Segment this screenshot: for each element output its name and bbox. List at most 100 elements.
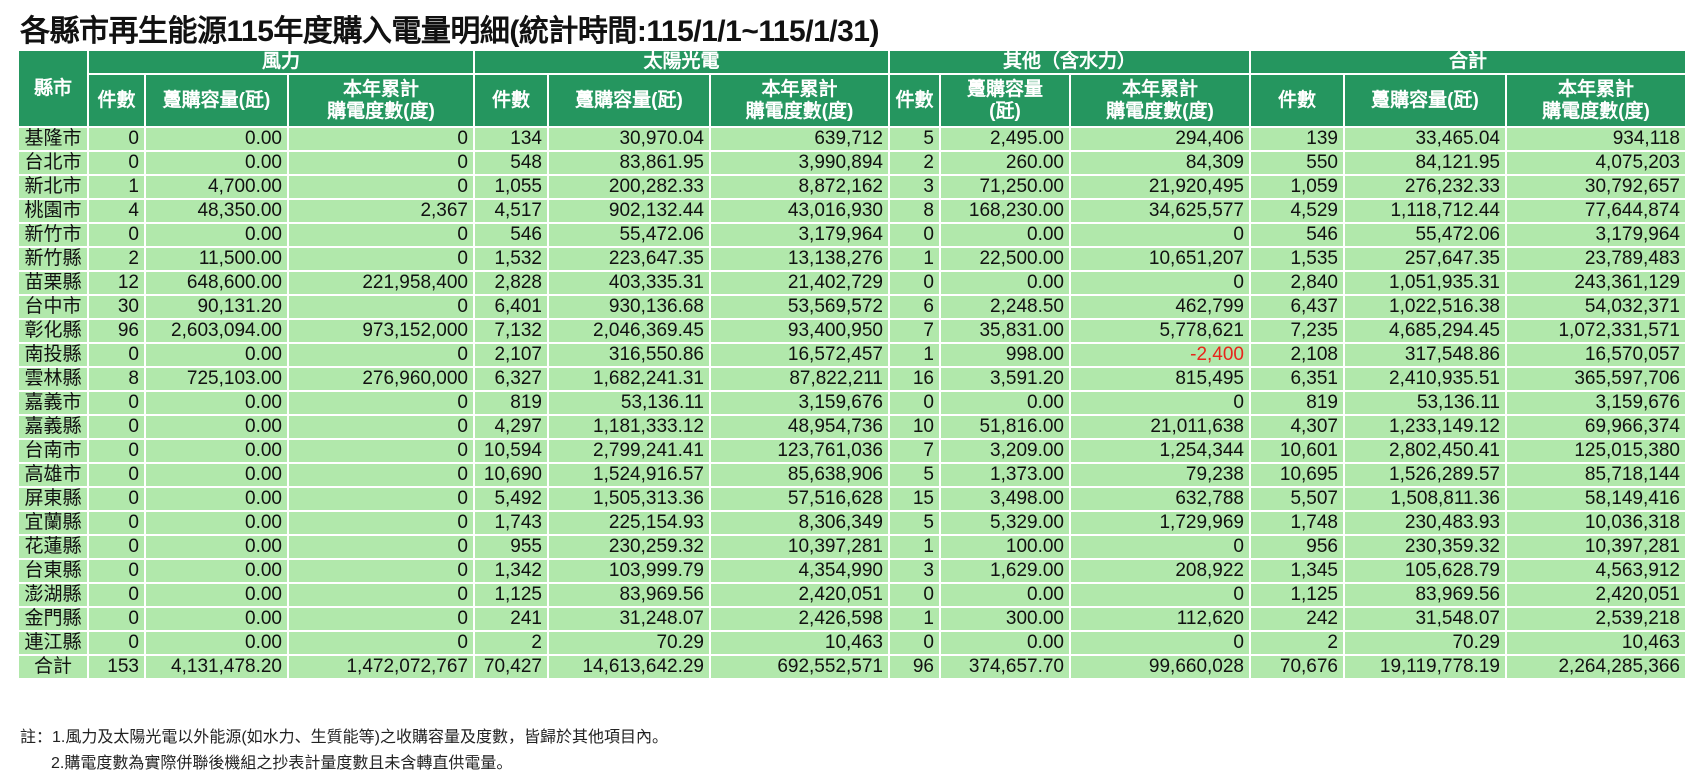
cell-wind-energy: 1,472,072,767 <box>287 654 475 680</box>
cell-other-energy: -2,400 <box>1069 342 1251 368</box>
cell-wind-count: 153 <box>87 654 146 680</box>
cell-solar-energy: 2,426,598 <box>709 606 890 632</box>
cell-other-energy: 21,920,495 <box>1069 174 1251 200</box>
cell-wind-capacity: 0.00 <box>144 342 289 368</box>
cell-other-energy: 99,660,028 <box>1069 654 1251 680</box>
cell-solar-count: 10,594 <box>473 438 549 464</box>
cell-wind-capacity: 0.00 <box>144 534 289 560</box>
cell-solar-capacity: 14,613,642.29 <box>547 654 711 680</box>
cell-total-energy: 2,539,218 <box>1505 606 1687 632</box>
header-capacity: 躉購容量(瓩) <box>547 73 711 128</box>
table-row: 新竹市 0 0.00 0 546 55,472.06 3,179,964 0 0.00 0 546 5… <box>17 222 1687 248</box>
cell-city: 台北市 <box>17 150 89 176</box>
cell-total-energy: 85,718,144 <box>1505 462 1687 488</box>
cell-wind-count: 0 <box>87 390 146 416</box>
cell-wind-count: 96 <box>87 318 146 344</box>
cell-solar-energy: 10,463 <box>709 630 890 656</box>
cell-other-count: 7 <box>888 318 941 344</box>
cell-solar-capacity: 70.29 <box>547 630 711 656</box>
cell-other-count: 2 <box>888 150 941 176</box>
cell-other-energy: 208,922 <box>1069 558 1251 584</box>
cell-solar-capacity: 223,647.35 <box>547 246 711 272</box>
table-body: 基隆市 0 0.00 0 134 30,970.04 639,712 5 2,495.00 294… <box>17 126 1687 680</box>
cell-total-count: 546 <box>1249 222 1345 248</box>
cell-total-count: 7,235 <box>1249 318 1345 344</box>
cell-other-capacity: 0.00 <box>939 222 1071 248</box>
cell-other-energy: 294,406 <box>1069 126 1251 152</box>
cell-wind-count: 0 <box>87 630 146 656</box>
cell-wind-energy: 0 <box>287 294 475 320</box>
cell-city: 連江縣 <box>17 630 89 656</box>
header-group-total: 合計 <box>1249 49 1687 75</box>
cell-wind-energy: 0 <box>287 558 475 584</box>
cell-other-capacity: 3,498.00 <box>939 486 1071 512</box>
table-row: 台東縣 0 0.00 0 1,342 103,999.79 4,354,990 3 1,629.… <box>17 558 1687 584</box>
cell-wind-capacity: 0.00 <box>144 462 289 488</box>
cell-total-energy: 4,075,203 <box>1505 150 1687 176</box>
cell-solar-count: 546 <box>473 222 549 248</box>
cell-solar-capacity: 230,259.32 <box>547 534 711 560</box>
cell-total-energy: 10,397,281 <box>1505 534 1687 560</box>
cell-total-energy: 58,149,416 <box>1505 486 1687 512</box>
cell-total-count: 956 <box>1249 534 1345 560</box>
cell-wind-count: 0 <box>87 342 146 368</box>
cell-total-count: 550 <box>1249 150 1345 176</box>
cell-wind-capacity: 648,600.00 <box>144 270 289 296</box>
cell-wind-count: 12 <box>87 270 146 296</box>
cell-wind-count: 0 <box>87 510 146 536</box>
cell-total-count: 10,695 <box>1249 462 1345 488</box>
cell-other-energy: 0 <box>1069 270 1251 296</box>
cell-other-count: 5 <box>888 126 941 152</box>
cell-other-energy: 0 <box>1069 222 1251 248</box>
header-count: 件數 <box>473 73 549 128</box>
cell-wind-capacity: 2,603,094.00 <box>144 318 289 344</box>
cell-wind-count: 0 <box>87 558 146 584</box>
cell-wind-energy: 0 <box>287 486 475 512</box>
cell-other-count: 1 <box>888 246 941 272</box>
cell-solar-energy: 10,397,281 <box>709 534 890 560</box>
cell-total-capacity: 1,526,289.57 <box>1343 462 1507 488</box>
cell-other-energy: 632,788 <box>1069 486 1251 512</box>
table-row: 宜蘭縣 0 0.00 0 1,743 225,154.93 8,306,349 5 5,329.… <box>17 510 1687 536</box>
cell-solar-count: 1,532 <box>473 246 549 272</box>
cell-other-count: 0 <box>888 390 941 416</box>
cell-wind-count: 2 <box>87 246 146 272</box>
cell-solar-energy: 4,354,990 <box>709 558 890 584</box>
cell-solar-capacity: 902,132.44 <box>547 198 711 224</box>
cell-total-energy: 10,463 <box>1505 630 1687 656</box>
cell-wind-capacity: 0.00 <box>144 222 289 248</box>
cell-other-capacity: 2,248.50 <box>939 294 1071 320</box>
purchase-table: 縣市 風力 太陽光電 其他（含水力） 合計 件數 躉購容量(瓩) 本年累計 購電度… <box>17 49 1687 680</box>
cell-wind-count: 0 <box>87 438 146 464</box>
cell-solar-energy: 3,990,894 <box>709 150 890 176</box>
cell-other-count: 0 <box>888 270 941 296</box>
header-energy-line2: 購電度數(度) <box>327 100 435 122</box>
cell-wind-energy: 0 <box>287 534 475 560</box>
table-row: 台中市 30 90,131.20 0 6,401 930,136.68 53,569,572… <box>17 294 1687 320</box>
cell-solar-count: 241 <box>473 606 549 632</box>
table-row: 花蓮縣 0 0.00 0 955 230,259.32 10,397,281 1 100.00 0… <box>17 534 1687 560</box>
cell-total-count: 1,059 <box>1249 174 1345 200</box>
header-energy-line2: 購電度數(度) <box>1106 100 1214 122</box>
cell-other-count: 96 <box>888 654 941 680</box>
cell-wind-capacity: 0.00 <box>144 414 289 440</box>
cell-total-energy: 77,644,874 <box>1505 198 1687 224</box>
cell-total-energy: 69,966,374 <box>1505 414 1687 440</box>
cell-solar-energy: 21,402,729 <box>709 270 890 296</box>
cell-total-energy: 30,792,657 <box>1505 174 1687 200</box>
cell-solar-count: 1,743 <box>473 510 549 536</box>
cell-solar-capacity: 1,524,916.57 <box>547 462 711 488</box>
cell-solar-count: 2,107 <box>473 342 549 368</box>
cell-city: 花蓮縣 <box>17 534 89 560</box>
cell-city: 澎湖縣 <box>17 582 89 608</box>
cell-total-capacity: 4,685,294.45 <box>1343 318 1507 344</box>
cell-total-capacity: 1,508,811.36 <box>1343 486 1507 512</box>
header-energy-line1: 本年累計 <box>761 78 838 100</box>
cell-total-energy: 125,015,380 <box>1505 438 1687 464</box>
header-energy-line1: 本年累計 <box>1557 78 1634 100</box>
cell-city: 高雄市 <box>17 462 89 488</box>
table-row: 台南市 0 0.00 0 10,594 2,799,241.41 123,761,036 7 3… <box>17 438 1687 464</box>
cell-other-energy: 815,495 <box>1069 366 1251 392</box>
cell-other-energy: 10,651,207 <box>1069 246 1251 272</box>
cell-other-energy: 1,254,344 <box>1069 438 1251 464</box>
